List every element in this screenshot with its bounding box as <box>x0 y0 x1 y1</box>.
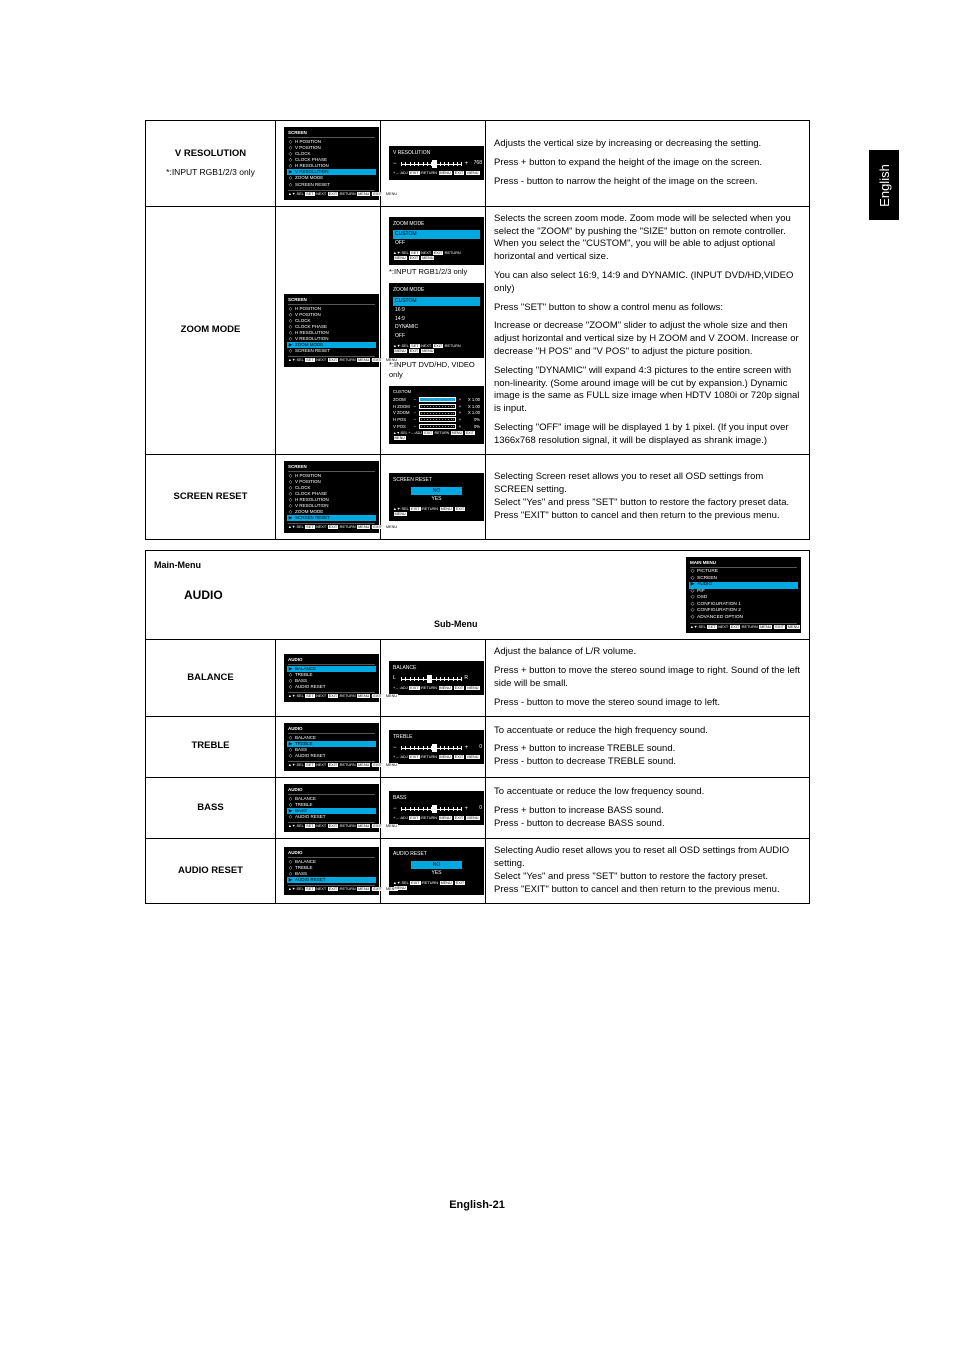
osd-yesno-panel: AUDIO RESET NOYES ▲▼:SEL EXIT:RETURN MEN… <box>389 847 484 896</box>
setting-name: SCREEN RESET <box>146 454 276 540</box>
osd-menu-panel: AUDIO ◇BALANCE◇TREBLE▶BASS◇AUDIO RESET ▲… <box>284 784 379 832</box>
osd-slider-panel: V RESOLUTION − +768 + – :ADJEXIT:RETURN … <box>389 146 484 180</box>
setting-description: Selecting Screen reset allows you to res… <box>486 454 810 540</box>
osd-menu-panel: AUDIO ◇BALANCE▶TREBLE◇BASS◇AUDIO RESET ▲… <box>284 723 379 771</box>
setting-description: Selects the screen zoom mode. Zoom mode … <box>486 206 810 454</box>
language-tab: English <box>869 150 899 220</box>
osd-menu-cell: AUDIO ◇BALANCE▶TREBLE◇BASS◇AUDIO RESET ▲… <box>276 716 381 777</box>
audio-section-label: AUDIO <box>146 580 486 611</box>
screen-settings-table: V RESOLUTION*:INPUT RGB1/2/3 only SCREEN… <box>145 120 810 540</box>
osd-option-panel: ZOOM MODE CUSTOM16:914:9DYNAMICOFF ▲▼:SE… <box>389 283 484 358</box>
audio-settings-table: Main-Menu MAIN MENU ◇PICTURE◇SCREEN▶AUDI… <box>145 550 810 903</box>
setting-description: Adjusts the vertical size by increasing … <box>486 121 810 207</box>
osd-zoom-sliders-panel: CUSTOM ZOOM− +X 1.00 H ZOOM− +X 1.00 V Z… <box>389 386 484 443</box>
osd-menu-cell: SCREEN ◇H POSITION◇V POSITION◇CLOCK◇CLOC… <box>276 121 381 207</box>
osd-menu-panel: MAIN MENU ◇PICTURE◇SCREEN▶AUDIO◇PIP◇OSD◇… <box>686 557 801 633</box>
osd-option-panel: ZOOM MODE CUSTOMOFF ▲▼:SEL SET:NEXT EXIT… <box>389 217 484 266</box>
main-menu-osd-cell: MAIN MENU ◇PICTURE◇SCREEN▶AUDIO◇PIP◇OSD◇… <box>486 551 810 640</box>
osd-control-cell: BASS − +0 + – :ADJEXIT:RETURN MENU:EXIT … <box>381 778 486 839</box>
setting-description: To accentuate or reduce the high frequen… <box>486 716 810 777</box>
setting-name: BASS <box>146 778 276 839</box>
page-number: English-21 <box>0 1199 954 1211</box>
osd-yesno-panel: SCREEN RESET NOYES ▲▼:SEL EXIT:RETURN ME… <box>389 473 484 522</box>
setting-name: TREBLE <box>146 716 276 777</box>
osd-control-cell: TREBLE − +0 + – :ADJEXIT:RETURN MENU:EXI… <box>381 716 486 777</box>
setting-description: To accentuate or reduce the low frequenc… <box>486 778 810 839</box>
page-content: V RESOLUTION*:INPUT RGB1/2/3 only SCREEN… <box>145 120 810 904</box>
osd-menu-panel: AUDIO ▶BALANCE◇TREBLE◇BASS◇AUDIO RESET ▲… <box>284 654 379 702</box>
osd-menu-cell: SCREEN ◇H POSITION◇V POSITION◇CLOCK◇CLOC… <box>276 206 381 454</box>
osd-slider-panel: BASS − +0 + – :ADJEXIT:RETURN MENU:EXIT … <box>389 791 484 825</box>
osd-control-cell: ZOOM MODE CUSTOMOFF ▲▼:SEL SET:NEXT EXIT… <box>381 206 486 454</box>
osd-menu-panel: SCREEN ◇H POSITION◇V POSITION◇CLOCK◇CLOC… <box>284 127 379 200</box>
osd-slider-panel: TREBLE − +0 + – :ADJEXIT:RETURN MENU:EXI… <box>389 730 484 764</box>
osd-menu-panel: SCREEN ◇H POSITION◇V POSITION◇CLOCK◇CLOC… <box>284 461 379 534</box>
setting-description: Selecting Audio reset allows you to rese… <box>486 839 810 903</box>
osd-menu-cell: AUDIO ▶BALANCE◇TREBLE◇BASS◇AUDIO RESET ▲… <box>276 640 381 716</box>
setting-description: Adjust the balance of L/R volume.Press +… <box>486 640 810 716</box>
setting-name: AUDIO RESET <box>146 839 276 903</box>
osd-menu-cell: AUDIO ◇BALANCE◇TREBLE◇BASS▶AUDIO RESET ▲… <box>276 839 381 903</box>
main-menu-label: Main-Menu <box>146 551 486 580</box>
osd-menu-cell: AUDIO ◇BALANCE◇TREBLE▶BASS◇AUDIO RESET ▲… <box>276 778 381 839</box>
osd-slider-panel: BALANCE L R + – :ADJEXIT:RETURN MENU:EXI… <box>389 661 484 695</box>
setting-name: ZOOM MODE <box>146 206 276 454</box>
sub-menu-label: Sub-Menu <box>146 611 486 640</box>
osd-control-cell: BALANCE L R + – :ADJEXIT:RETURN MENU:EXI… <box>381 640 486 716</box>
osd-control-cell: AUDIO RESET NOYES ▲▼:SEL EXIT:RETURN MEN… <box>381 839 486 903</box>
osd-menu-panel: SCREEN ◇H POSITION◇V POSITION◇CLOCK◇CLOC… <box>284 294 379 367</box>
osd-menu-panel: AUDIO ◇BALANCE◇TREBLE◇BASS▶AUDIO RESET ▲… <box>284 847 379 895</box>
setting-name: BALANCE <box>146 640 276 716</box>
setting-name: V RESOLUTION*:INPUT RGB1/2/3 only <box>146 121 276 207</box>
osd-menu-cell: SCREEN ◇H POSITION◇V POSITION◇CLOCK◇CLOC… <box>276 454 381 540</box>
